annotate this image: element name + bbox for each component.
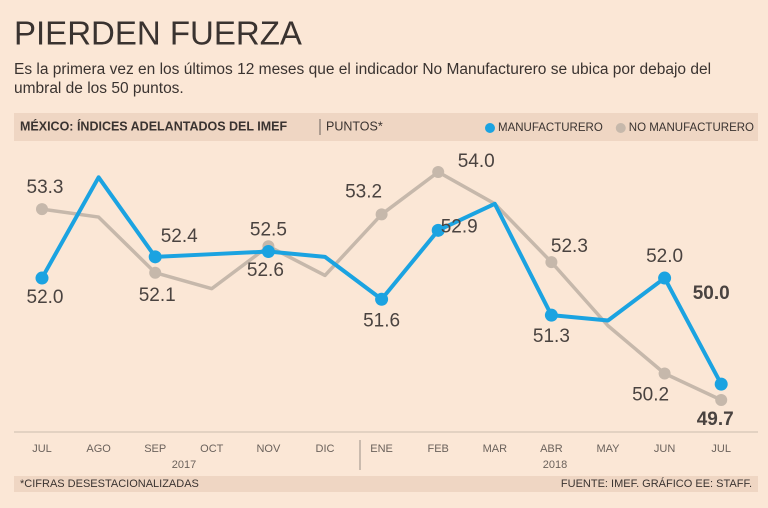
- data-label: 52.5: [250, 220, 287, 241]
- data-point: [658, 271, 672, 285]
- data-label: 52.4: [161, 226, 198, 247]
- legend-marker: [615, 123, 626, 133]
- data-point: [544, 308, 558, 322]
- data-point: [261, 245, 275, 259]
- data-label: 51.3: [533, 326, 570, 347]
- x-tick-label: JUL: [711, 443, 731, 455]
- data-label: 50.2: [632, 385, 669, 406]
- x-tick-label: MAR: [483, 443, 508, 455]
- source: FUENTE: IMEF. GRÁFICO EE: STAFF.: [561, 477, 752, 490]
- x-tick-label: NOV: [256, 443, 281, 455]
- legend-label: NO MANUFACTURERO: [629, 122, 754, 134]
- x-tick-label: ENE: [370, 443, 393, 455]
- x-tick-label: ABR: [540, 443, 563, 455]
- x-tick-label: FEB: [427, 443, 448, 455]
- x-tick-label: JUN: [654, 443, 675, 455]
- data-point: [36, 203, 48, 216]
- data-label: 53.2: [345, 181, 382, 202]
- x-tick-label: OCT: [200, 443, 224, 455]
- data-label: 52.6: [247, 260, 284, 281]
- footnote: *CIFRAS DESESTACIONALIZADAS: [20, 478, 199, 490]
- data-point: [658, 367, 671, 380]
- data-point: [431, 223, 445, 237]
- data-point: [375, 292, 389, 306]
- chart-title: PIERDEN FUERZA: [14, 15, 302, 52]
- x-tick-label: SEP: [144, 443, 166, 455]
- year-label: 2018: [543, 459, 567, 471]
- legend-label: MANUFACTURERO: [498, 122, 603, 134]
- header-band: [14, 113, 758, 141]
- data-point: [35, 271, 49, 285]
- x-tick-label: DIC: [316, 443, 335, 455]
- data-label: 52.9: [441, 216, 478, 237]
- data-point: [375, 208, 388, 221]
- chart-subtitle: Es la primera vez en los últimos 12 mese…: [14, 61, 712, 97]
- data-label: 51.6: [363, 310, 400, 331]
- unit: PUNTOS*: [326, 119, 383, 133]
- data-point: [149, 266, 162, 279]
- data-label: 52.0: [646, 246, 683, 267]
- data-point: [432, 166, 445, 178]
- data-point: [715, 394, 728, 406]
- legend-marker: [484, 123, 495, 133]
- data-label: 54.0: [458, 151, 495, 172]
- year-label: 2017: [172, 459, 196, 471]
- data-point: [148, 250, 162, 264]
- data-label: 53.3: [27, 177, 64, 198]
- data-label: 49.7: [697, 409, 734, 430]
- data-point: [545, 256, 558, 269]
- data-label: 52.1: [139, 285, 176, 306]
- data-point: [714, 377, 728, 391]
- footer-band: [14, 476, 758, 492]
- x-tick-label: MAY: [596, 443, 620, 455]
- subtitle-box: Es la primera vez en los últimos 12 mese…: [14, 61, 712, 97]
- data-label: 50.0: [693, 283, 730, 304]
- data-label: 52.0: [27, 287, 64, 308]
- x-tick-label: AGO: [86, 443, 111, 455]
- x-tick-label: JUL: [32, 443, 52, 455]
- header: MÉXICO: ÍNDICES ADELANTADOS DEL IMEF: [20, 118, 288, 133]
- data-label: 52.3: [551, 236, 588, 257]
